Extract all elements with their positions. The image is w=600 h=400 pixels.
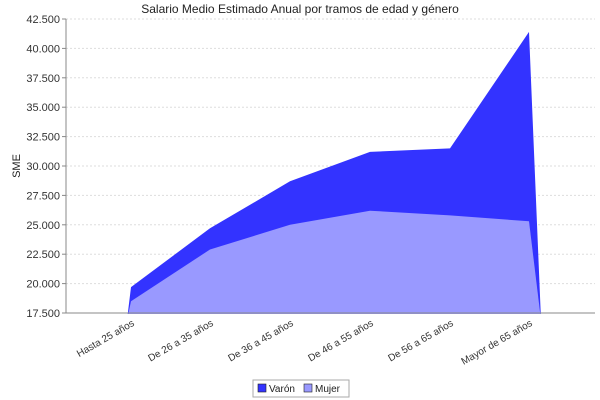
y-tick-label: 35.000 xyxy=(26,102,60,114)
legend-label: Varón xyxy=(269,384,295,395)
legend-swatch xyxy=(303,383,313,393)
y-tick-label: 30.000 xyxy=(26,161,60,173)
y-tick-label: 32.500 xyxy=(26,132,60,144)
y-tick-label: 17.500 xyxy=(26,308,60,320)
grid-lines xyxy=(66,18,595,285)
y-tick-label: 42.500 xyxy=(26,14,60,26)
y-axis-label: SME xyxy=(11,154,23,178)
area-series-mujer xyxy=(127,210,541,320)
legend-box xyxy=(252,379,350,398)
y-tick-label: 25.000 xyxy=(26,220,60,232)
legend-label: Mujer xyxy=(315,384,341,395)
y-tick-label: 37.500 xyxy=(26,73,60,85)
y-tick-label: 40.000 xyxy=(26,43,60,55)
chart-title: Salario Medio Estimado Anual por tramos … xyxy=(141,2,459,16)
area-series xyxy=(127,31,541,321)
y-axis-ticks: 17.500 20.000 22.500 25.000 27.500 30.000 32.5… xyxy=(26,14,66,320)
y-tick-label: 20.000 xyxy=(26,279,60,291)
y-tick-label: 27.500 xyxy=(26,190,60,202)
y-tick-label: 22.500 xyxy=(26,249,60,261)
legend: Varón Mujer xyxy=(252,379,350,398)
legend-swatch xyxy=(257,383,267,393)
